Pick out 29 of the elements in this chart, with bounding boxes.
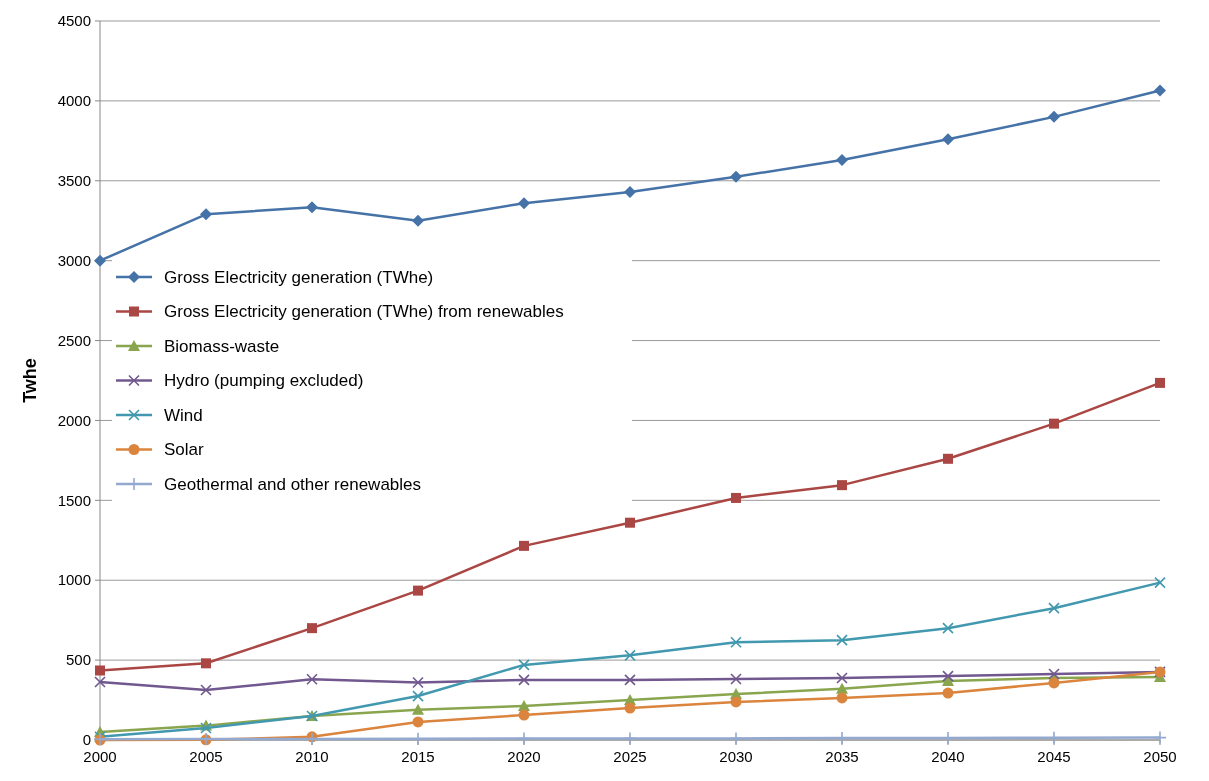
x-tick-label: 2015 [401,748,435,765]
y-tick-label: 3000 [57,251,91,269]
x-tick-label: 2040 [931,748,965,765]
legend-label: Solar [164,440,205,460]
legend-label: Geothermal and other renewables [164,474,422,494]
y-tick-label: 2000 [57,411,91,429]
y-axis-title: Twhe [20,358,40,403]
x-tick-label: 2035 [825,748,859,765]
legend-label: Wind [164,405,203,425]
y-tick-label: 4000 [57,92,91,110]
y-tick-label: 1500 [57,491,91,509]
x-tick-label: 2000 [83,748,117,765]
x-tick-label: 2050 [1143,748,1177,765]
legend-label: Biomass-waste [164,336,280,356]
y-tick-label: 500 [65,651,91,669]
y-tick-label: 1000 [57,571,91,589]
x-tick-label: 2020 [507,748,541,765]
legend-label: Gross Electricity generation (TWhe) [164,267,434,287]
x-tick-label: 2025 [613,748,647,765]
x-tick-label: 2005 [189,748,223,765]
x-tick-label: 2010 [295,748,329,765]
x-tick-label: 2045 [1037,748,1071,765]
y-tick-label: 2500 [57,331,91,349]
y-tick-label: 0 [82,731,91,749]
y-tick-label: 4500 [57,12,91,30]
x-tick-label: 2030 [719,748,753,765]
legend-label: Gross Electricity generation (TWhe) from renewables [164,302,564,322]
y-tick-label: 3500 [57,172,91,190]
legend-label: Hydro (pumping excluded) [164,371,364,391]
